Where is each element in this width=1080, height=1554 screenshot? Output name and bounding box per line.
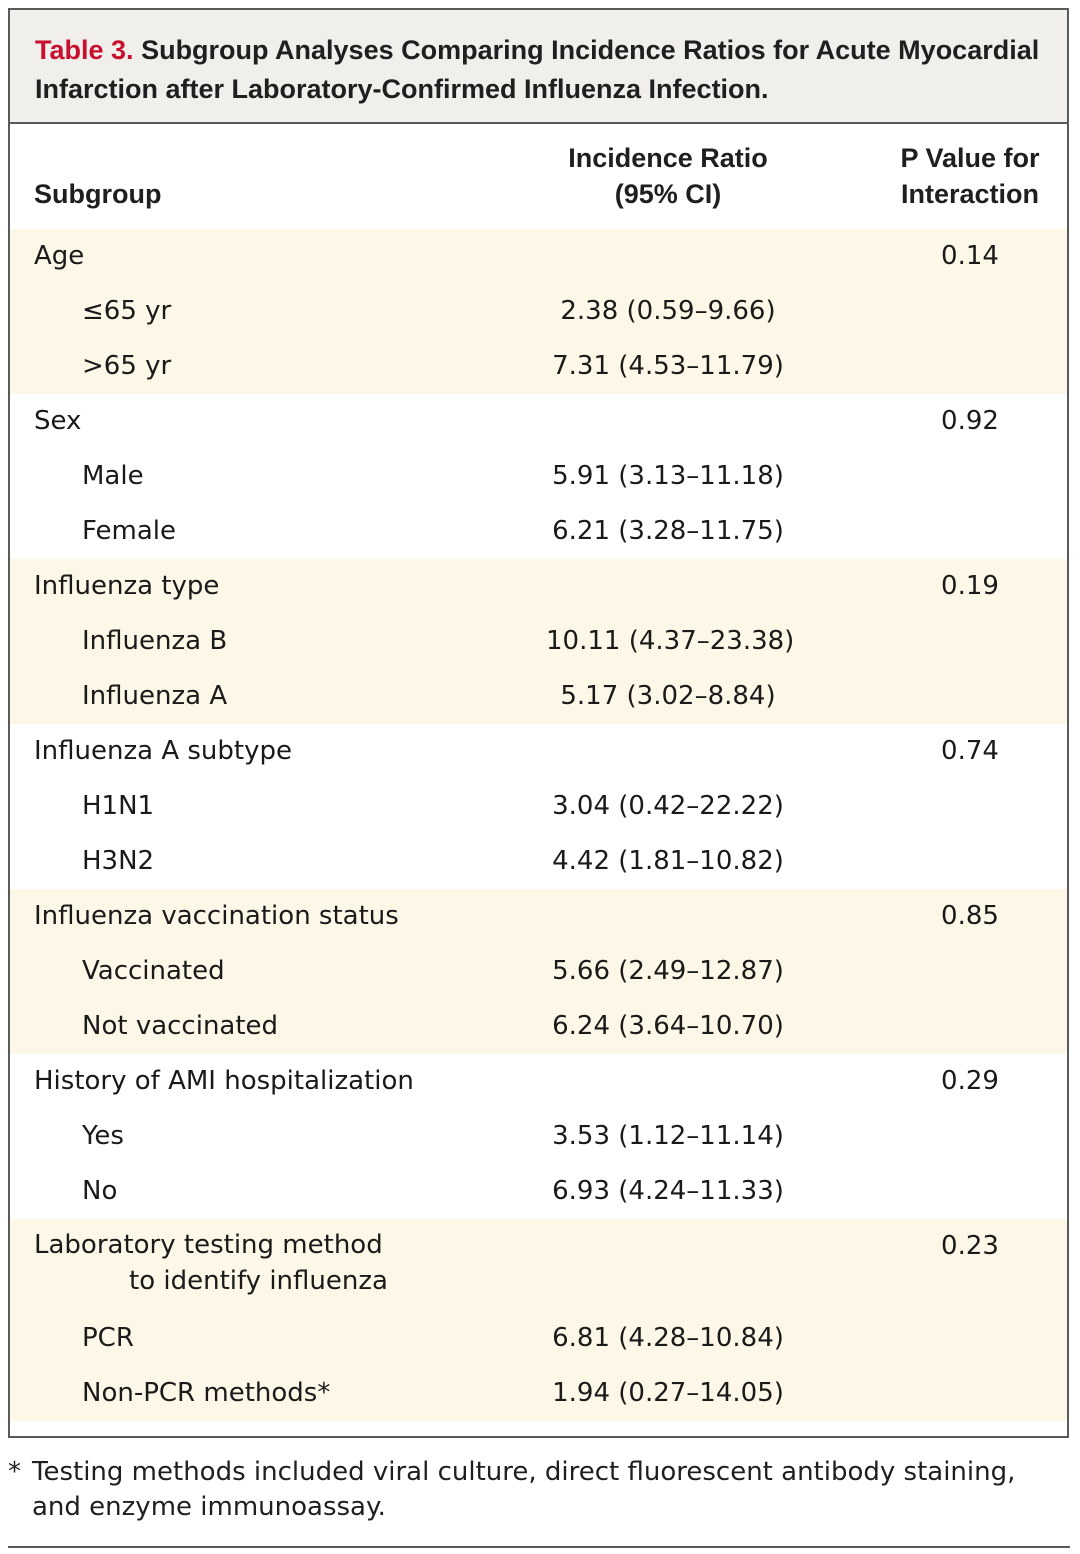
subgroup-row: Female 6.21 (3.28–11.75): [10, 504, 1067, 559]
header-pvalue-line2: Interaction: [900, 179, 1040, 209]
bottom-rule: [8, 1546, 1070, 1548]
footnote-marker: *: [8, 1457, 21, 1487]
subgroup-label: No: [82, 1176, 118, 1206]
group-name: History of AMI hospitalization: [34, 1066, 414, 1096]
group-testing-method: Laboratory testing method to identify in…: [10, 1219, 1067, 1421]
group-name: Laboratory testing method to identify in…: [34, 1227, 388, 1299]
subgroup-label: Influenza A: [82, 681, 228, 711]
group-row: Sex 0.92: [10, 394, 1067, 449]
subgroup-row: Influenza B 10.11 (4.37–23.38): [10, 614, 1067, 669]
header-incidence-ratio: Incidence Ratio (95% CI): [546, 140, 790, 212]
table-caption: Table 3. Subgroup Analyses Comparing Inc…: [10, 10, 1067, 124]
subgroup-row: Non-PCR methods* 1.94 (0.27–14.05): [10, 1366, 1067, 1421]
incidence-ratio: 3.04 (0.42–22.22): [552, 791, 784, 821]
group-name: Influenza A subtype: [34, 736, 292, 766]
incidence-ratio: 5.91 (3.13–11.18): [552, 461, 784, 491]
subgroup-label: Yes: [82, 1121, 124, 1151]
group-influenza-type: Influenza type 0.19 Influenza B 10.11 (4…: [10, 559, 1067, 724]
group-name: Influenza type: [34, 571, 220, 601]
subgroup-label: >65 yr: [82, 351, 172, 381]
header-subgroup: Subgroup: [34, 179, 162, 209]
incidence-ratio: 5.17 (3.02–8.84): [560, 681, 776, 711]
group-row: Influenza A subtype 0.74: [10, 724, 1067, 779]
table: Table 3. Subgroup Analyses Comparing Inc…: [8, 8, 1069, 1438]
group-vaccination-status: Influenza vaccination status 0.85 Vaccin…: [10, 889, 1067, 1054]
subgroup-row: H3N2 4.42 (1.81–10.82): [10, 834, 1067, 889]
incidence-ratio: 1.94 (0.27–14.05): [552, 1378, 784, 1408]
incidence-ratio: 6.81 (4.28–10.84): [552, 1323, 784, 1353]
subgroup-label: Influenza B: [82, 626, 228, 656]
incidence-ratio: 2.38 (0.59–9.66): [560, 296, 776, 326]
subgroup-label: Male: [82, 461, 144, 491]
incidence-ratio: 5.66 (2.49–12.87): [552, 956, 784, 986]
footnote-text: Testing methods included viral culture, …: [32, 1457, 1016, 1522]
subgroup-row: PCR 6.81 (4.28–10.84): [10, 1311, 1067, 1366]
p-value: 0.29: [941, 1066, 999, 1096]
group-name: Influenza vaccination status: [34, 901, 399, 931]
subgroup-row: >65 yr 7.31 (4.53–11.79): [10, 339, 1067, 394]
header-p-value: P Value for Interaction: [882, 140, 1058, 212]
group-row: Age 0.14: [10, 229, 1067, 284]
table-footnote: * Testing methods included viral culture…: [8, 1455, 1058, 1525]
p-value: 0.74: [941, 736, 999, 766]
group-name-line2: to identify influenza: [129, 1266, 388, 1296]
subgroup-row: Not vaccinated 6.24 (3.64–10.70): [10, 999, 1067, 1054]
group-row: Laboratory testing method to identify in…: [10, 1219, 1067, 1311]
group-influenza-a-subtype: Influenza A subtype 0.74 H1N1 3.04 (0.42…: [10, 724, 1067, 889]
subgroup-label: Vaccinated: [82, 956, 225, 986]
group-row: History of AMI hospitalization 0.29: [10, 1054, 1067, 1109]
table-label: Table 3.: [35, 35, 134, 65]
subgroup-row: Vaccinated 5.66 (2.49–12.87): [10, 944, 1067, 999]
subgroup-label: H1N1: [82, 791, 155, 821]
p-value: 0.85: [941, 901, 999, 931]
subgroup-row: ≤65 yr 2.38 (0.59–9.66): [10, 284, 1067, 339]
header-ratio-line2: (95% CI): [614, 179, 722, 209]
group-ami-history: History of AMI hospitalization 0.29 Yes …: [10, 1054, 1067, 1219]
table-title: Subgroup Analyses Comparing Incidence Ra…: [35, 35, 1040, 104]
group-age: Age 0.14 ≤65 yr 2.38 (0.59–9.66) >65 yr …: [10, 229, 1067, 394]
subgroup-row: No 6.93 (4.24–11.33): [10, 1164, 1067, 1219]
incidence-ratio: 4.42 (1.81–10.82): [552, 846, 784, 876]
table-header: Subgroup Incidence Ratio (95% CI) P Valu…: [10, 124, 1067, 229]
incidence-ratio: 6.24 (3.64–10.70): [552, 1011, 784, 1041]
incidence-ratio: 6.93 (4.24–11.33): [552, 1176, 784, 1206]
group-name: Age: [34, 241, 85, 271]
subgroup-row: Influenza A 5.17 (3.02–8.84): [10, 669, 1067, 724]
group-sex: Sex 0.92 Male 5.91 (3.13–11.18) Female 6…: [10, 394, 1067, 559]
header-ratio-line1: Incidence Ratio: [568, 143, 768, 173]
subgroup-row: H1N1 3.04 (0.42–22.22): [10, 779, 1067, 834]
incidence-ratio: 6.21 (3.28–11.75): [552, 516, 784, 546]
subgroup-label: H3N2: [82, 846, 155, 876]
incidence-ratio: 3.53 (1.12–11.14): [552, 1121, 784, 1151]
subgroup-row: Male 5.91 (3.13–11.18): [10, 449, 1067, 504]
group-row: Influenza type 0.19: [10, 559, 1067, 614]
subgroup-row: Yes 3.53 (1.12–11.14): [10, 1109, 1067, 1164]
incidence-ratio: 10.11 (4.37–23.38): [546, 626, 795, 656]
subgroup-label: Non-PCR methods*: [82, 1378, 331, 1408]
subgroup-label: ≤65 yr: [82, 296, 172, 326]
subgroup-label: PCR: [82, 1323, 134, 1353]
group-name-line1: Laboratory testing method: [34, 1230, 383, 1260]
incidence-ratio: 7.31 (4.53–11.79): [552, 351, 784, 381]
subgroup-label: Not vaccinated: [82, 1011, 279, 1041]
p-value: 0.14: [941, 241, 999, 271]
subgroup-label: Female: [82, 516, 177, 546]
header-pvalue-line1: P Value for: [900, 143, 1040, 173]
group-name: Sex: [34, 406, 82, 436]
p-value: 0.92: [941, 406, 999, 436]
group-row: Influenza vaccination status 0.85: [10, 889, 1067, 944]
p-value: 0.19: [941, 571, 999, 601]
p-value: 0.23: [941, 1231, 999, 1261]
